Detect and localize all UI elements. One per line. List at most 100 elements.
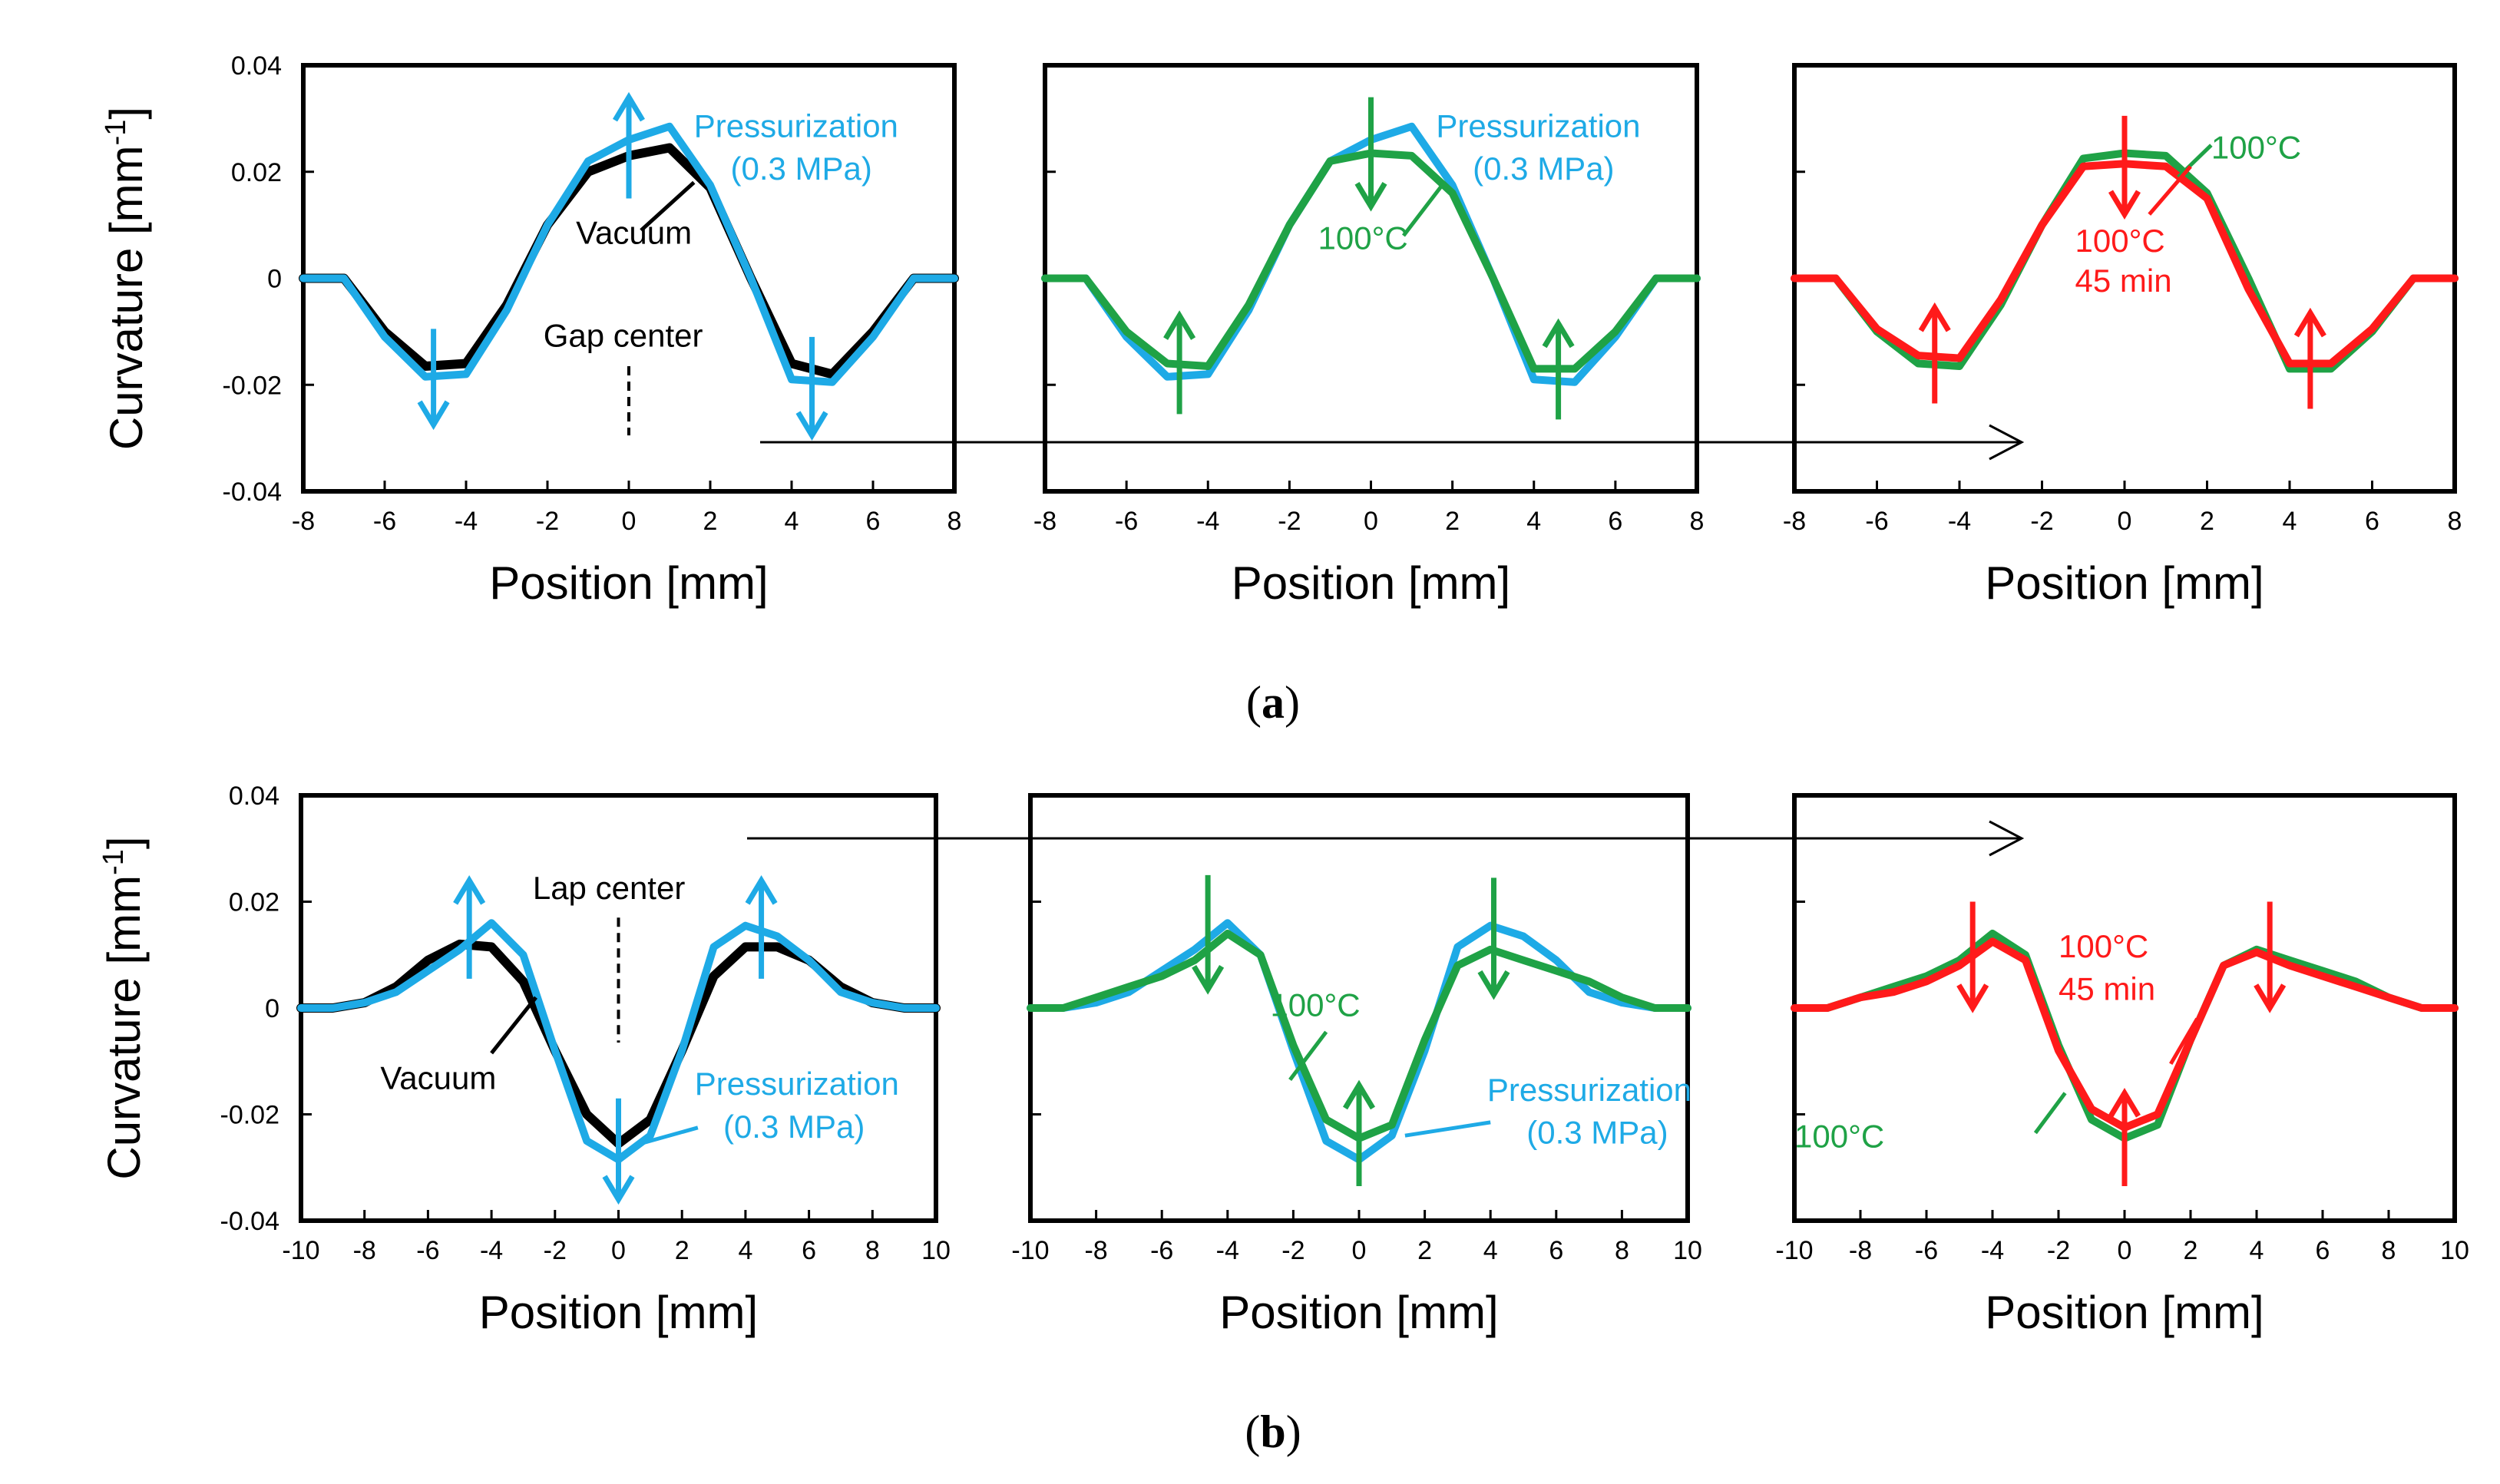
x-tick-label: 4 [738,1236,752,1265]
shift-arrow-head [745,874,778,905]
leader-line [640,180,696,232]
x-tick-label: 6 [866,507,881,536]
sequence-arrow-head [1989,820,2025,857]
x-tick-label: 0 [1364,507,1378,536]
shift-arrow-head [612,91,646,122]
x-tick-label: 6 [1608,507,1622,536]
y-tick-label: -0.04 [220,1207,280,1236]
x-tick-label: -4 [1196,507,1219,536]
x-tick-label: 10 [921,1236,951,1265]
leader-line [2033,1092,2067,1135]
shift-arrow-head [2108,190,2141,220]
annotation-label: Pressurization [695,1066,899,1102]
x-tick-label: 2 [2200,507,2214,536]
y-tick-label: -0.02 [223,371,283,400]
annotation-label: 100°C [1318,220,1408,256]
annotation-layer: Pressurization (0.3 MPa) Vacuum Gap center P… [380,91,2326,1205]
annotation-label: 100°C [2059,928,2148,964]
annotation-label: 45 min [2059,971,2155,1007]
leader-line [640,1125,699,1145]
x-tick-label: -6 [1115,507,1138,536]
x-tick-label: 4 [1526,507,1541,536]
x-tick-label: 8 [865,1236,880,1265]
panel-caption-b: (b) [1245,1406,1301,1457]
annotation-label: (0.3 MPa) [1473,150,1614,187]
y-tick-label: -0.04 [223,478,283,507]
x-tick-label: -4 [1981,1236,2004,1265]
annotation-label: Lap center [533,870,685,906]
annotation-label: Vacuum [576,214,692,250]
panel-caption-a: (a) [1246,677,1300,728]
x-tick-label: 0 [1352,1236,1367,1265]
annotation-label: Gap center [544,317,703,353]
x-tick-label: -4 [1216,1236,1239,1265]
x-tick-label: 4 [1483,1236,1498,1265]
x-tick-label: 2 [1417,1236,1432,1265]
annotation-label: (0.3 MPa) [1526,1115,1668,1151]
shift-arrow-head [795,411,828,441]
x-tick-label: 6 [1549,1236,1563,1265]
shift-arrow-head [2254,983,2287,1013]
shift-arrow-head [1542,318,1575,349]
annotation-label: Pressurization [1436,108,1640,144]
annotation-label: 100°C [1270,987,1360,1023]
sequence-arrow-head [1989,424,2025,461]
x-tick-label: 8 [2382,1236,2396,1265]
y-axis-label: Curvature [mm-1] [100,107,152,450]
shift-arrow-head [417,400,450,431]
x-tick-label: -4 [1948,507,1971,536]
x-axis-label: Position [mm] [489,557,768,609]
leader-line [2169,1017,2199,1065]
x-tick-label: -6 [1150,1236,1173,1265]
shift-arrow-head [1354,182,1387,212]
x-tick-label: -8 [1033,507,1057,536]
y-tick-label: 0 [267,265,282,294]
annotation-label: (0.3 MPa) [731,150,872,187]
shift-arrow-head [1477,970,1510,1000]
x-tick-label: 2 [675,1236,689,1265]
chart-b-2: -10 -8 -6 -4 -2 0 2 4 6 8 10 Position [mm] [1011,793,1702,1338]
shift-arrow-head [1192,964,1225,995]
shift-arrow-head [453,874,486,905]
x-tick-label: -8 [1849,1236,1872,1265]
y-axis-label: Curvature [mm-1] [98,836,150,1179]
x-tick-label: -6 [373,507,396,536]
x-tick-label: 6 [2365,507,2379,536]
y-tick-label: 0.02 [229,888,279,917]
shift-arrow-head [2293,307,2326,338]
leader-line [1404,1120,1491,1138]
x-tick-label: 8 [947,507,962,536]
chart-b-1: -10 -8 -6 -4 -2 0 2 4 6 8 10 0.04 0.02 0 -0.02 -0.04 Pos… [98,782,951,1338]
x-tick-label: -8 [1084,1236,1107,1265]
x-tick-label: -10 [1011,1236,1049,1265]
y-tick-label: 0.02 [231,158,282,187]
x-tick-label: 4 [2250,1236,2264,1265]
x-tick-label: -2 [2047,1236,2070,1265]
x-axis-label: Position [mm] [1219,1287,1498,1338]
shift-arrow-head [1918,302,1951,332]
x-tick-label: -10 [1775,1236,1813,1265]
x-tick-label: 8 [1690,507,1705,536]
shift-arrow-head [2108,1087,2141,1118]
x-tick-label: 10 [2440,1236,2469,1265]
annotation-label: 45 min [2075,263,2172,299]
x-tick-label: 0 [2118,507,2132,536]
x-tick-label: -4 [480,1236,503,1265]
leader-line [490,996,537,1055]
shift-arrow-head [602,1175,635,1205]
x-axis-label: Position [mm] [1985,1287,2264,1338]
x-tick-label: 4 [785,507,799,536]
annotation-label: 100°C [2075,223,2165,259]
shift-arrow-head [1342,1079,1376,1110]
annotation-label: Pressurization [1487,1072,1691,1108]
annotation-label: 100°C [1794,1118,1884,1154]
x-tick-label: -2 [1281,1236,1305,1265]
leader-line [1288,1030,1328,1081]
leader-line [1401,181,1446,237]
annotation-label: (0.3 MPa) [723,1109,865,1145]
x-tick-label: 2 [703,507,718,536]
x-tick-label: -10 [282,1236,319,1265]
x-tick-label: -2 [1278,507,1301,536]
x-tick-label: 8 [2448,507,2462,536]
